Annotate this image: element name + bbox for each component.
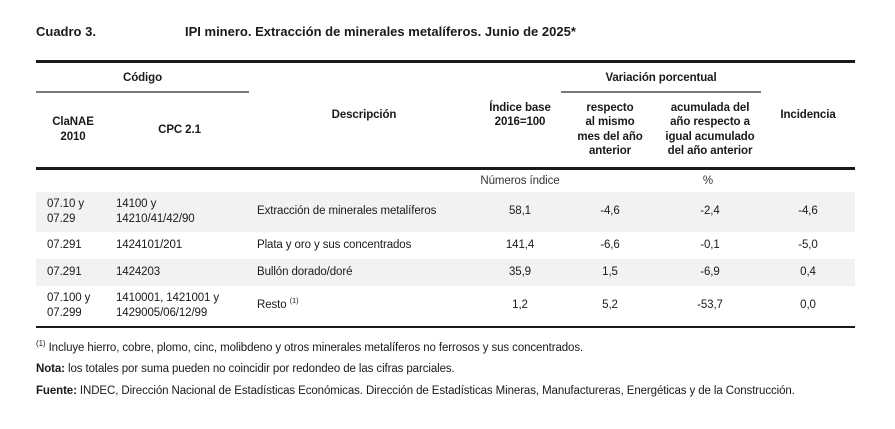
table-row: 07.100 y 07.299 1410001, 1421001 y 14290… [36, 286, 855, 327]
cell-clanae: 07.291 [47, 238, 82, 251]
col-group-codigo: Código [36, 61, 249, 93]
cell-cpc: 14100 y 14210/41/42/90 [116, 198, 195, 225]
cell-clanae: 07.10 y 07.29 [47, 198, 85, 225]
cell-cpc: 1410001, 1421001 y 1429005/06/12/99 [116, 292, 220, 319]
col-header-cpc: CPC 2.1 [158, 123, 201, 136]
col-header-var-mensual: respecto al mismo mes del año anterior [577, 101, 643, 158]
cell-incidencia: -4,6 [798, 205, 818, 218]
cell-var-mensual: -4,6 [600, 205, 620, 218]
col-header-incidencia: Incidencia [780, 108, 836, 121]
cell-indice-base: 58,1 [509, 205, 531, 218]
cell-var-mensual: 1,5 [602, 265, 618, 278]
table-row: 07.291 1424203 Bullón dorado/doré 35,9 1… [36, 258, 855, 286]
units-spacer [36, 167, 479, 192]
footnote-1: (1) Incluye hierro, cobre, plomo, cinc, … [36, 338, 584, 354]
cell-incidencia: 0,0 [800, 299, 816, 312]
cell-var-mensual: 5,2 [602, 299, 618, 312]
header-sub-row: ClaNAE 2010 CPC 2.1 respecto al mismo me… [36, 92, 855, 169]
cell-indice-base: 1,2 [512, 299, 528, 312]
cell-descripcion: Bullón dorado/doré [257, 265, 353, 278]
cell-indice-base: 141,4 [505, 238, 535, 251]
ipi-minero-table: Código Descripción Índice base 2016=100 … [36, 60, 855, 328]
cell-clanae: 07.100 y 07.299 [47, 292, 91, 319]
cell-var-acumulada: -53,7 [697, 299, 723, 312]
cell-var-acumulada: -2,4 [700, 205, 720, 218]
cell-var-acumulada: -0,1 [700, 238, 720, 251]
col-header-var-acumulada: acumulada del año respecto a igual acumu… [665, 101, 755, 158]
cell-descripcion: Extracción de minerales metalíferos [257, 205, 437, 218]
cell-cpc: 1424203 [116, 265, 161, 278]
cell-descripcion: Plata y oro y sus concentrados [257, 238, 412, 251]
col-group-variacion-porcentual: Variación porcentual [561, 61, 761, 93]
table-title: Cuadro 3. IPI minero. Extracción de mine… [36, 24, 855, 39]
table-row: 07.291 1424101/201 Plata y oro y sus con… [36, 232, 855, 259]
cell-cpc: 1424101/201 [116, 238, 183, 251]
units-row: Números índice % [36, 167, 855, 192]
cell-clanae: 07.291 [47, 265, 82, 278]
cell-var-mensual: -6,6 [600, 238, 620, 251]
footnote-nota: Nota: los totales por suma pueden no coi… [36, 363, 455, 375]
col-header-indice-base: Índice base 2016=100 [489, 101, 551, 129]
cell-incidencia: 0,4 [800, 265, 816, 278]
cell-indice-base: 35,9 [509, 265, 531, 278]
page-title: IPI minero. Extracción de minerales meta… [185, 24, 576, 39]
footnotes: (1) Incluye hierro, cobre, plomo, cinc, … [36, 338, 855, 403]
col-header-descripcion: Descripción [331, 108, 397, 121]
footnote-fuente: Fuente: INDEC, Dirección Nacional de Est… [36, 384, 795, 397]
cell-incidencia: -5,0 [798, 238, 818, 251]
table-row: 07.10 y 07.29 14100 y 14210/41/42/90 Ext… [36, 191, 855, 232]
cell-descripcion: Resto (1) [257, 296, 299, 312]
col-header-clanae: ClaNAE 2010 [52, 116, 94, 143]
table-number: Cuadro 3. [36, 24, 96, 39]
cell-var-acumulada: -6,9 [700, 265, 720, 278]
units-numeros-indice: Números índice [479, 167, 561, 192]
header-group-row: Código Descripción Índice base 2016=100 … [36, 61, 855, 128]
units-percent: % [561, 167, 855, 192]
